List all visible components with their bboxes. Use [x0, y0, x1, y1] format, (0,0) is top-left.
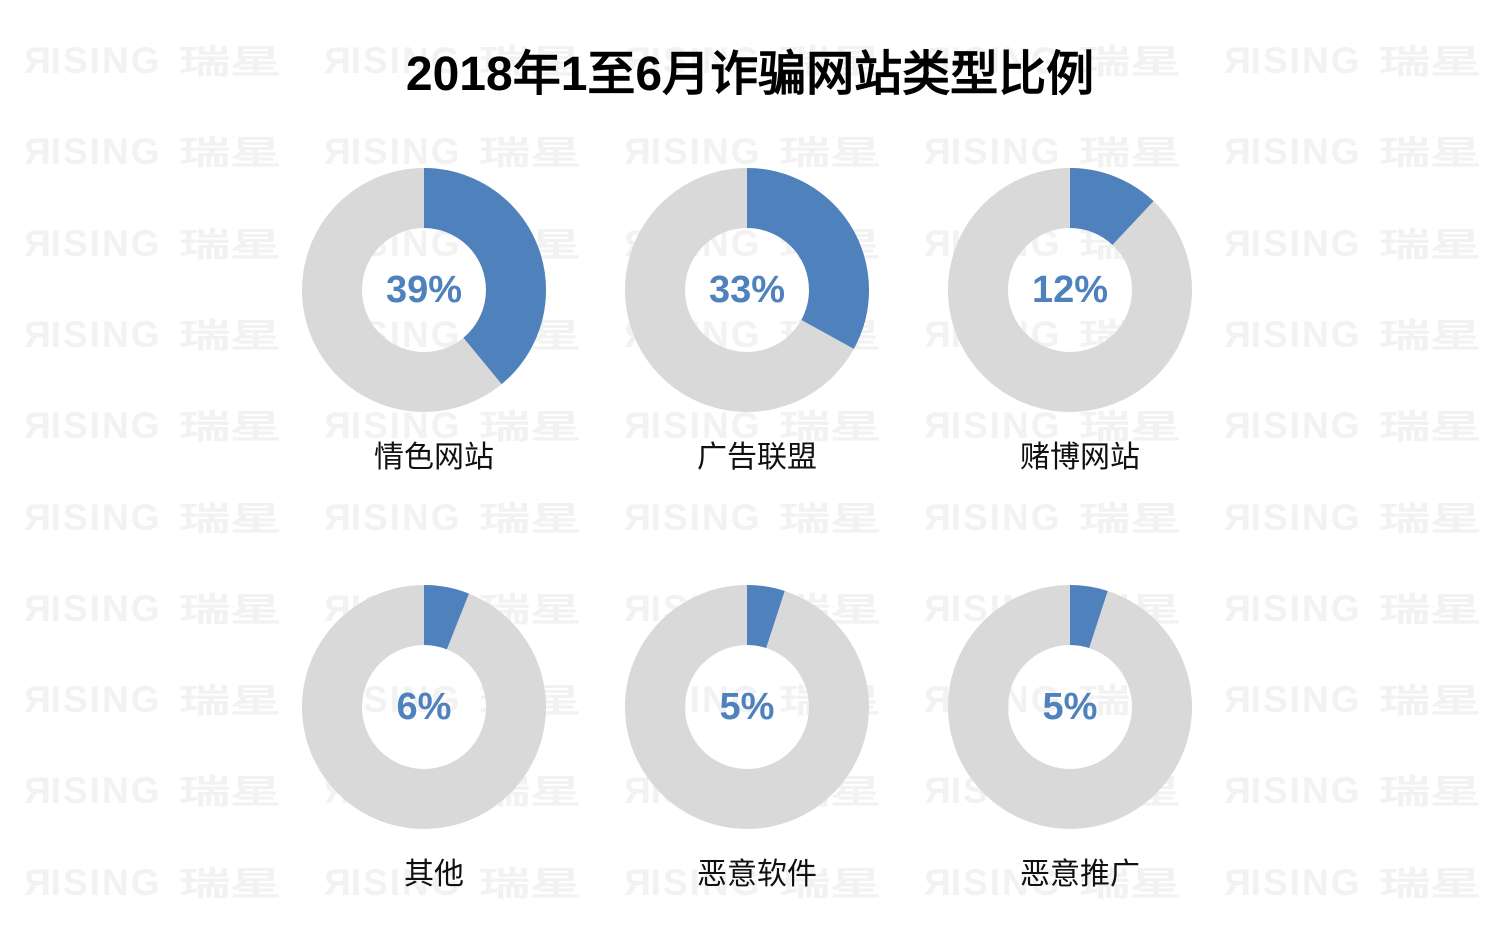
- donut-gambling-sites: 12% 赌博网站: [948, 168, 1192, 476]
- rising-logo-watermark: RISING 瑞星: [1222, 131, 1482, 172]
- donut-ring: 39%: [302, 168, 546, 412]
- donut-ring: 6%: [302, 585, 546, 829]
- donut-ring: 33%: [625, 168, 869, 412]
- rising-logo-watermark: RISING 瑞星: [22, 405, 282, 446]
- donut-ring-svg: [948, 168, 1192, 412]
- donut-malicious-promotion: 5% 恶意推广: [948, 585, 1192, 893]
- rising-logo-watermark: RISING 瑞星: [22, 679, 282, 720]
- rising-logo-watermark: RISING 瑞星: [1222, 862, 1482, 903]
- rising-logo-watermark: RISING 瑞星: [22, 862, 282, 903]
- donut-percent-label: 39%: [385, 269, 463, 311]
- rising-logo-watermark: RISING 瑞星: [22, 497, 282, 538]
- donut-percent-label: 6%: [396, 686, 452, 728]
- donut-category-label: 恶意推广: [1020, 858, 1140, 891]
- rising-logo-watermark: RISING 瑞星: [22, 131, 282, 172]
- donut-ring-svg: [625, 168, 869, 412]
- donut-ring: 5%: [948, 585, 1192, 829]
- donut-ad-alliance: 33% 广告联盟: [625, 168, 869, 476]
- donut-ring: 12%: [948, 168, 1192, 412]
- donut-category-label: 其他: [404, 858, 464, 891]
- donut-percent-label: 5%: [1042, 686, 1098, 728]
- rising-logo-watermark: RISING 瑞星: [1222, 770, 1482, 811]
- donut-percent-label: 5%: [719, 686, 775, 728]
- rising-logo-watermark: RISING 瑞星: [1222, 314, 1482, 355]
- donut-category-label: 赌博网站: [1020, 441, 1140, 474]
- rising-logo-watermark: RISING 瑞星: [1222, 588, 1482, 629]
- chart-title: 2018年1至6月诈骗网站类型比例: [405, 48, 1095, 101]
- donut-percent-label: 33%: [708, 269, 786, 311]
- rising-logo-watermark: RISING 瑞星: [1222, 679, 1482, 720]
- rising-logo-watermark: RISING 瑞星: [922, 497, 1182, 538]
- rising-logo-watermark: RISING 瑞星: [22, 223, 282, 264]
- rising-logo-watermark: RISING 瑞星: [22, 770, 282, 811]
- rising-logo-watermark: RISING 瑞星: [1222, 223, 1482, 264]
- donut-ring: 5%: [625, 585, 869, 829]
- donut-category-label: 广告联盟: [697, 441, 817, 474]
- donut-ring-svg: [948, 585, 1192, 829]
- rising-logo-watermark: RISING 瑞星: [322, 131, 582, 172]
- rising-logo-watermark: RISING 瑞星: [22, 588, 282, 629]
- donut-ring-svg: [302, 585, 546, 829]
- rising-logo-watermark: RISING 瑞星: [1222, 497, 1482, 538]
- donut-porn-sites: 39% 情色网站: [302, 168, 546, 476]
- rising-logo-watermark: RISING 瑞星: [622, 131, 882, 172]
- donut-category-label: 情色网站: [374, 441, 494, 474]
- donut-ring-svg: [302, 168, 546, 412]
- rising-logo-watermark: RISING 瑞星: [322, 497, 582, 538]
- donut-other: 6% 其他: [302, 585, 546, 893]
- rising-logo-watermark: RISING 瑞星: [1222, 405, 1482, 446]
- rising-logo-watermark: RISING 瑞星: [622, 497, 882, 538]
- donut-malware: 5% 恶意软件: [625, 585, 869, 893]
- rising-logo-watermark: RISING 瑞星: [922, 131, 1182, 172]
- donut-percent-label: 12%: [1031, 269, 1109, 311]
- donut-category-label: 恶意软件: [697, 858, 817, 891]
- donut-ring-svg: [625, 585, 869, 829]
- rising-logo-watermark: RISING 瑞星: [22, 314, 282, 355]
